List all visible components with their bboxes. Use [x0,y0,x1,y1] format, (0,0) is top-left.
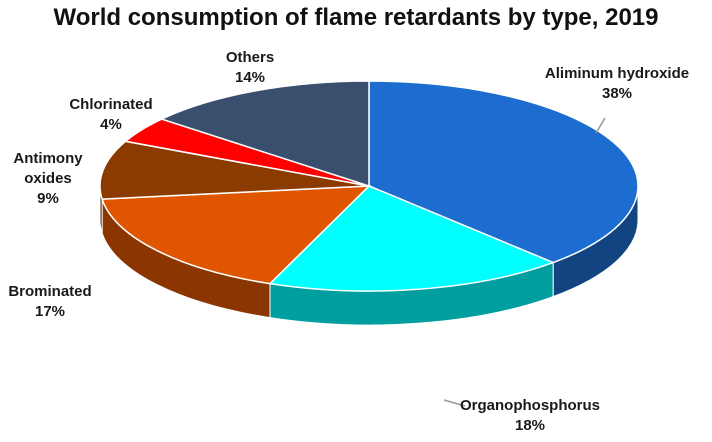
slice-organophosphorus [268,185,556,292]
leader-line [443,399,466,407]
slice-label: Aliminum hydroxide 38% [545,65,689,102]
slice-label: Others 14% [226,49,274,86]
slice-label: Organophosphorus 18% [460,397,600,434]
slice-aliminum-hydroxide [368,80,639,264]
leader-lines [443,117,606,407]
slice-labels: Aliminum hydroxide 38% Organophosphorus 18%… [8,49,689,434]
leader-line [595,117,606,134]
slice-others [159,80,370,188]
slice-label: Antimony oxides 9% [13,150,83,207]
pie-tops [99,80,639,292]
slice-label: Chlorinated 4% [69,96,152,133]
slice-label: Brominated 17% [8,283,91,320]
slice-brominated [101,185,371,285]
slice-antimony-oxides [99,140,370,200]
chart-title: World consumption of flame retardants by… [53,4,659,31]
